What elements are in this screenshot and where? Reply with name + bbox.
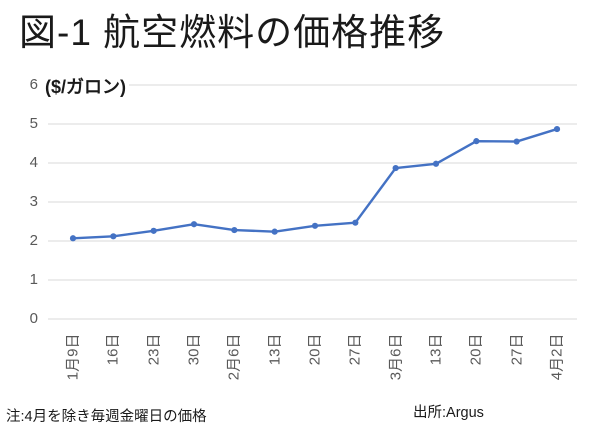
y-axis-tick-label: 0	[29, 310, 38, 327]
data-point-marker	[513, 138, 520, 145]
x-axis-tick-label: 16日	[104, 333, 122, 366]
y-axis-tick-label: 5	[29, 115, 38, 132]
y-axis-tick-label: 1	[29, 271, 38, 288]
data-point-marker	[432, 160, 440, 167]
x-axis-tick-label: 20日	[306, 333, 324, 366]
x-axis-tick-label: 3月6日	[387, 333, 405, 381]
footnote: 注:4月を除き毎週金曜日の価格	[6, 409, 207, 425]
x-axis-tick-label: 27日	[346, 333, 364, 366]
data-point-marker	[69, 235, 77, 242]
y-axis-tick-label: 2	[29, 232, 38, 249]
price-line	[71, 127, 559, 240]
x-axis-tick-label: 13日	[266, 333, 284, 366]
x-axis-tick-label: 13日	[427, 333, 445, 366]
x-axis-tick-label: 27日	[508, 333, 526, 366]
source-note: 出所:Argus	[413, 405, 484, 421]
unit-label: ($/ガロン)	[42, 73, 129, 99]
x-axis-tick-label: 30日	[185, 333, 203, 366]
y-axis-tick-label: 3	[29, 193, 38, 210]
data-point-marker	[110, 233, 117, 240]
data-point-marker	[311, 222, 319, 229]
data-point-marker	[473, 138, 480, 145]
x-axis-tick-label: 20日	[467, 333, 485, 366]
x-axis-tick-label: 4月2日	[548, 333, 566, 381]
data-point-marker	[352, 219, 359, 226]
data-point-marker	[392, 164, 399, 172]
y-axis-tick-label: 6	[29, 76, 38, 93]
x-axis-tick-label: 2月6日	[225, 333, 243, 381]
y-axis-tick-label: 4	[29, 154, 38, 171]
data-point-marker	[271, 228, 278, 235]
data-point-marker	[190, 221, 198, 228]
x-axis-tick-label: 23日	[145, 333, 163, 366]
chart-title: 図-1 航空燃料の価格推移	[19, 12, 446, 53]
data-point-marker	[150, 227, 157, 234]
x-axis-tick-label: 1月9日	[64, 333, 82, 381]
data-point-marker	[553, 125, 561, 133]
data-point-marker	[231, 226, 238, 234]
